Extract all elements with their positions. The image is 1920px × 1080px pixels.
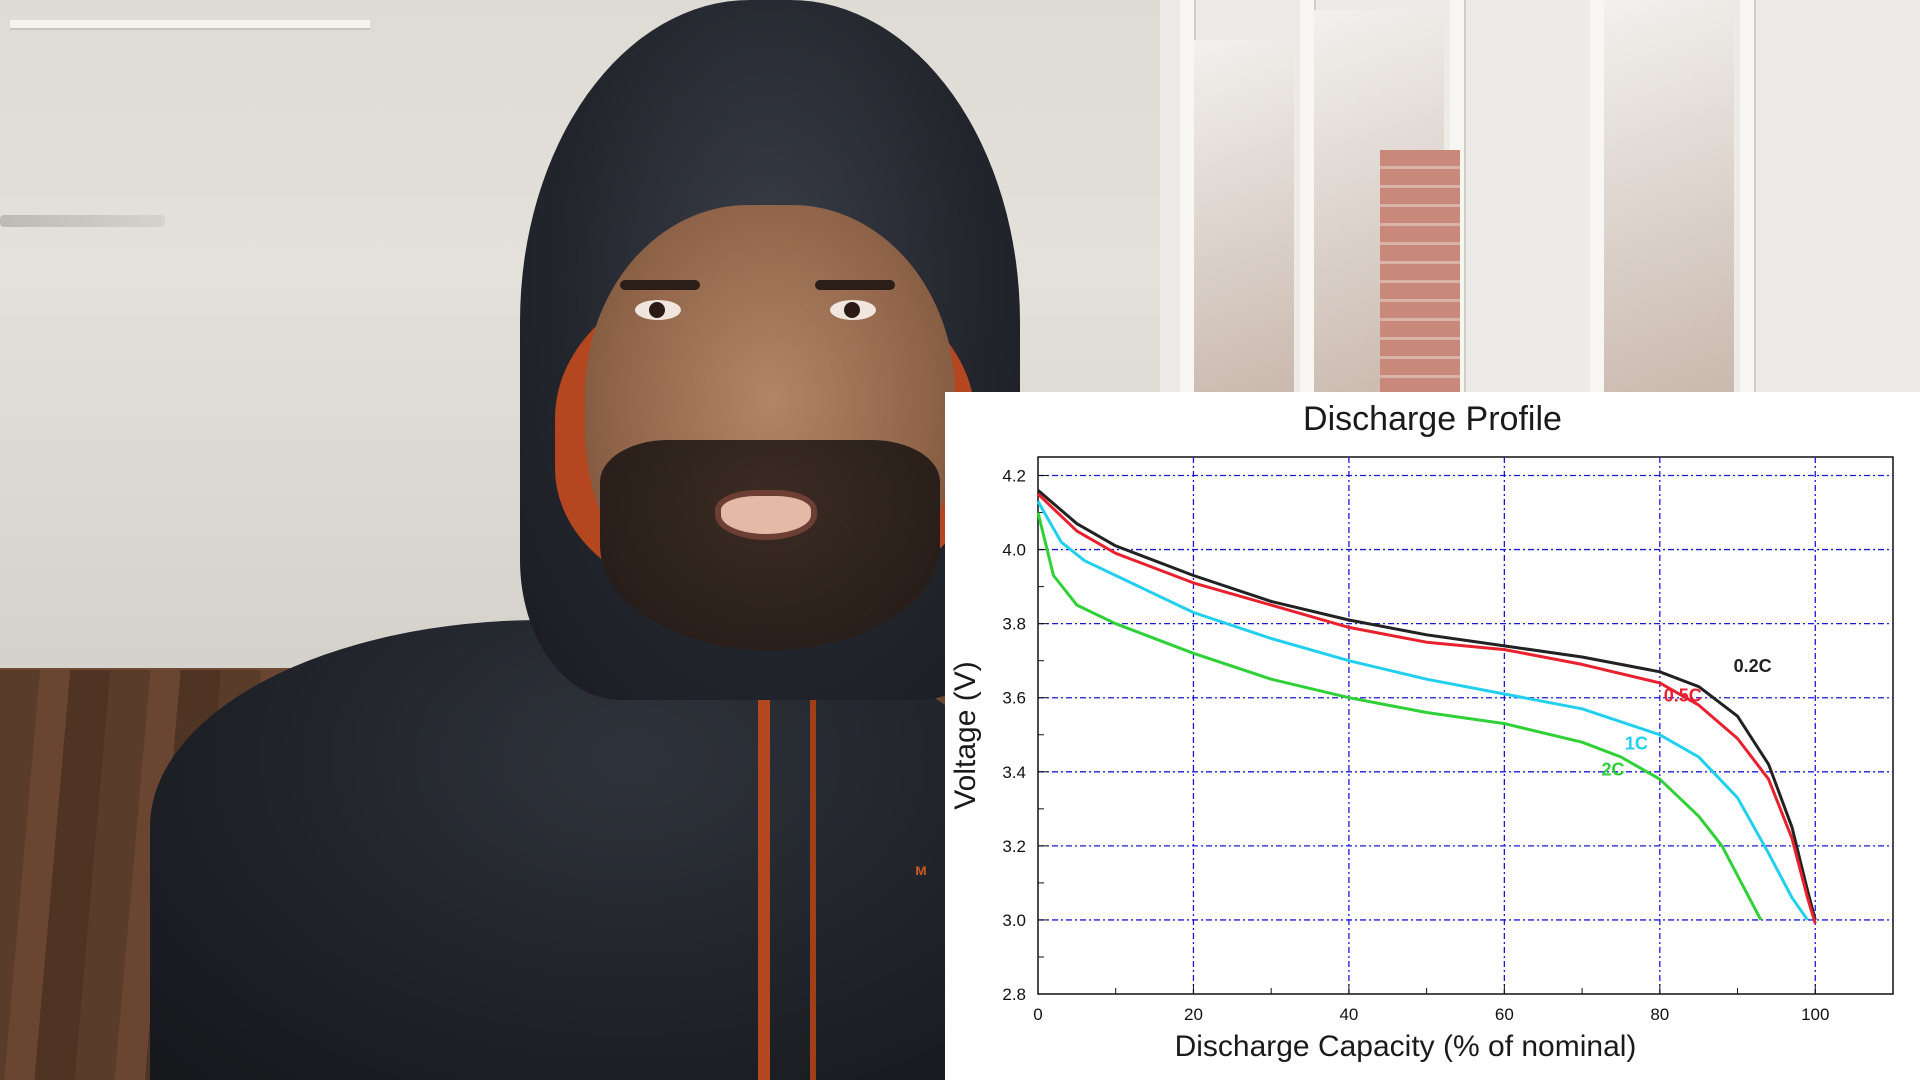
chart-title: Discharge Profile — [1303, 400, 1562, 438]
y-tick-label: 3.4 — [1002, 763, 1026, 782]
beard — [600, 440, 940, 650]
left-eyebrow — [620, 280, 700, 290]
window-frame — [1180, 0, 1194, 395]
x-axis-label: Discharge Capacity (% of nominal) — [1175, 1030, 1637, 1063]
brick-wall-outside — [1380, 150, 1460, 395]
x-tick-label: 40 — [1339, 1005, 1358, 1024]
y-tick-label: 4.0 — [1002, 541, 1026, 560]
y-tick-label: 4.2 — [1002, 467, 1026, 486]
x-tick-label: 0 — [1033, 1005, 1042, 1024]
mouth — [715, 490, 817, 540]
series-label: 0.5C — [1664, 685, 1702, 705]
y-tick-label: 3.6 — [1002, 689, 1026, 708]
discharge-chart: 0 20 40 60 80 100 2.8 3.0 3.2 3.4 3.6 3.8 4.0 4.2 Disc… — [949, 456, 1894, 1063]
discharge-chart-panel: Discharge Profile 0 20 40 60 80 100 2.8 3.0 3.2 3… — [945, 392, 1920, 1080]
y-axis-label: Voltage (V) — [949, 661, 982, 809]
window-frame — [1300, 0, 1314, 395]
x-tick-label: 80 — [1650, 1005, 1669, 1024]
series-label: 2C — [1602, 759, 1625, 779]
series-line-05C — [1036, 492, 1817, 925]
series-line-1C — [1036, 500, 1809, 921]
x-tick-label: 100 — [1801, 1005, 1829, 1024]
ceiling-light — [10, 20, 370, 30]
jacket-logo-icon: ᴍ — [915, 862, 927, 879]
y-tick-label: 3.2 — [1002, 837, 1026, 856]
window-pane — [1604, 0, 1734, 395]
plot-frame — [1037, 456, 1894, 995]
series-line-02C — [1037, 489, 1817, 921]
right-eyebrow — [815, 280, 895, 290]
window-frame — [1590, 0, 1604, 395]
y-tick-label: 2.8 — [1002, 985, 1026, 1004]
x-tick-label: 20 — [1184, 1005, 1203, 1024]
y-tick-label: 3.8 — [1002, 615, 1026, 634]
left-eye — [635, 300, 681, 320]
window — [1160, 0, 1920, 395]
window-frame — [1740, 0, 1754, 395]
x-tick-label: 60 — [1495, 1005, 1514, 1024]
window-pane — [1194, 40, 1294, 395]
series-label: 0.2C — [1734, 656, 1772, 676]
series-label: 1C — [1625, 734, 1648, 754]
y-tick-label: 3.0 — [1002, 911, 1026, 930]
jacket-zipper-trim — [810, 700, 816, 1080]
series-line-2C — [1036, 512, 1763, 921]
right-eye — [830, 300, 876, 320]
ceiling-fan — [0, 215, 165, 227]
jacket-zipper — [758, 700, 770, 1080]
